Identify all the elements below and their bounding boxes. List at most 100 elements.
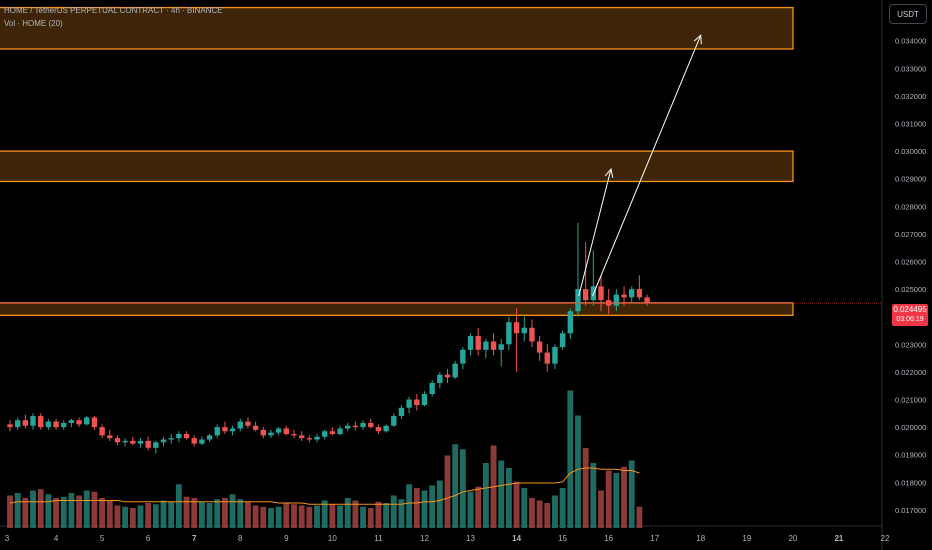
volume-bar: [83, 490, 90, 528]
candle-body: [61, 422, 67, 428]
candle-body: [337, 428, 343, 434]
time-tick-label: 4: [54, 534, 59, 543]
candle-body: [437, 374, 443, 383]
time-tick-label: 16: [604, 534, 613, 543]
price-tick-label: 0.022000: [895, 368, 926, 377]
price-tick-label: 0.032000: [895, 92, 926, 101]
candle-body: [122, 440, 128, 443]
time-tick-label: 10: [328, 534, 337, 543]
volume-bar: [413, 488, 420, 528]
zone-rect-2[interactable]: [0, 150, 794, 183]
currency-badge[interactable]: USDT: [889, 4, 927, 24]
candle-body: [268, 432, 274, 436]
price-tick-label: 0.025000: [895, 285, 926, 294]
volume-bar: [459, 449, 466, 528]
candle-body: [275, 428, 282, 433]
volume-bar: [590, 463, 597, 528]
candle-body: [206, 435, 213, 440]
volume-bar: [268, 508, 274, 528]
candle-body: [291, 434, 297, 436]
price-tick-label: 0.026000: [895, 258, 926, 267]
candle-body: [306, 438, 313, 440]
time-tick-label: 19: [742, 534, 751, 543]
candle-body: [237, 421, 243, 429]
candle-body: [375, 427, 382, 432]
candle-body: [53, 421, 59, 428]
zone-rect-1[interactable]: [0, 6, 794, 50]
projection-arrow-head-2: [693, 34, 702, 45]
candle-body: [68, 420, 75, 423]
candle-body: [314, 436, 320, 440]
volume-bar: [398, 499, 405, 528]
candle-body: [107, 435, 113, 439]
volume-bar: [552, 495, 558, 528]
volume-bar: [559, 488, 566, 528]
time-tick-label: 12: [420, 534, 429, 543]
chart-title: HOME / TetherUS PERPETUAL CONTRACT · 4h …: [4, 6, 223, 15]
volume-bar: [329, 504, 336, 528]
time-tick-label: 21: [834, 534, 843, 543]
candle-body: [329, 431, 336, 434]
candle-body: [644, 297, 650, 303]
price-tick-label: 0.018000: [895, 478, 926, 487]
volume-bar: [229, 494, 236, 528]
candle-body: [14, 420, 21, 428]
candle-body: [229, 428, 236, 432]
volume-bar: [390, 495, 397, 528]
projection-arrow-2[interactable]: [592, 34, 702, 297]
candle-body: [91, 417, 98, 428]
current-price-value: 0.024495: [893, 305, 927, 314]
candle-body: [252, 425, 259, 430]
candle-body: [575, 289, 581, 312]
volume-bar: [30, 490, 36, 528]
volume-indicator-label[interactable]: Vol · HOME (20): [4, 19, 63, 28]
time-tick-label: 20: [788, 534, 797, 543]
candle-body: [199, 439, 205, 444]
time-tick-label: 14: [512, 534, 521, 543]
candle-body: [498, 344, 504, 350]
volume-bar: [360, 506, 366, 528]
candle-body: [260, 429, 266, 436]
volume-bar: [529, 498, 535, 528]
projection-arrow-1[interactable]: [578, 168, 612, 297]
volume-bar: [168, 501, 175, 528]
volume-bar: [567, 390, 574, 528]
price-tick-label: 0.021000: [895, 396, 926, 405]
volume-bar: [7, 495, 13, 528]
volume-bar: [99, 498, 106, 528]
candle-body: [636, 289, 643, 298]
candle-body: [360, 422, 366, 428]
candle-body: [391, 416, 397, 426]
candle-body: [536, 341, 543, 353]
volume-bar: [76, 495, 82, 528]
volume-bar: [613, 473, 620, 528]
volume-bar: [198, 501, 205, 528]
volume-bar: [214, 499, 221, 528]
volume-bar: [137, 505, 144, 528]
time-tick-label: 15: [558, 534, 567, 543]
candle-body: [352, 425, 359, 428]
volume-bar: [68, 493, 75, 528]
candle-body: [383, 425, 389, 432]
volume-bar: [37, 489, 44, 528]
candle-body: [84, 417, 90, 425]
volume-bar: [367, 508, 374, 528]
volume-bar: [605, 470, 612, 528]
candle-body: [483, 341, 489, 350]
price-tick-label: 0.028000: [895, 202, 926, 211]
volume-bar: [406, 484, 413, 528]
volume-bar: [91, 491, 98, 528]
price-tick-label: 0.033000: [895, 64, 926, 73]
volume-bar: [621, 466, 627, 528]
zone-rect-3[interactable]: [0, 302, 794, 316]
candle-countdown: 03:06:19: [896, 316, 924, 323]
volume-bar: [122, 506, 129, 528]
volume-bar: [175, 484, 182, 528]
candle-body: [183, 434, 190, 439]
volume-bar: [291, 504, 297, 528]
time-tick-label: 9: [284, 534, 289, 543]
volume-bar: [14, 493, 21, 528]
projection-arrow-head-1: [604, 167, 614, 178]
candle-body: [137, 440, 144, 444]
